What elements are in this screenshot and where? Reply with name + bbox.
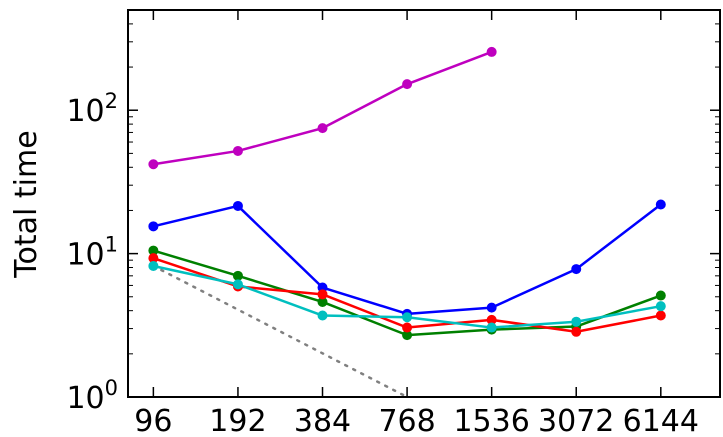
x-tick-label: 6144 <box>623 404 699 437</box>
y-tick-base: 10 <box>66 381 104 416</box>
reference-line <box>152 264 409 399</box>
series-line-1 <box>153 50 493 166</box>
x-tick-label: 192 <box>209 404 266 437</box>
x-tick-label: 768 <box>378 404 435 437</box>
y-tick-label: 102 <box>66 89 118 129</box>
y-tick-label: 100 <box>66 376 118 416</box>
x-axis: 96 192 384 768 1536 3072 6144 <box>134 10 699 437</box>
data-point <box>655 301 666 312</box>
data-point <box>148 159 159 170</box>
y-axis-title: Total time <box>9 130 44 278</box>
y-tick-label: 101 <box>66 233 118 273</box>
plot-area <box>148 46 666 399</box>
data-point <box>232 270 243 281</box>
data-point <box>148 260 159 271</box>
data-point <box>232 200 243 211</box>
data-point <box>232 279 243 290</box>
data-point <box>571 264 582 275</box>
data-point <box>317 123 328 134</box>
x-tick-label: 96 <box>134 404 172 437</box>
data-point <box>486 322 497 333</box>
data-point <box>655 199 666 210</box>
data-point <box>402 322 413 333</box>
series-line-2 <box>153 203 662 316</box>
data-point <box>655 290 666 301</box>
data-point <box>232 145 243 156</box>
data-point <box>402 79 413 90</box>
y-tick-exponent: 1 <box>105 233 118 257</box>
data-point <box>317 289 328 300</box>
data-point <box>486 46 497 57</box>
y-tick-exponent: 2 <box>105 89 118 113</box>
plot-frame <box>127 9 721 398</box>
data-point <box>571 326 582 337</box>
y-tick-base: 10 <box>66 238 104 273</box>
data-point <box>655 310 666 321</box>
y-tick-exponent: 0 <box>105 376 118 400</box>
x-tick-label: 3072 <box>538 404 614 437</box>
data-point <box>317 310 328 321</box>
x-tick-label: 384 <box>294 404 351 437</box>
x-tick-label: 1536 <box>453 404 529 437</box>
y-tick-base: 10 <box>66 94 104 129</box>
data-point <box>148 221 159 232</box>
data-point <box>402 312 413 323</box>
data-point <box>571 316 582 327</box>
data-point <box>486 302 497 313</box>
